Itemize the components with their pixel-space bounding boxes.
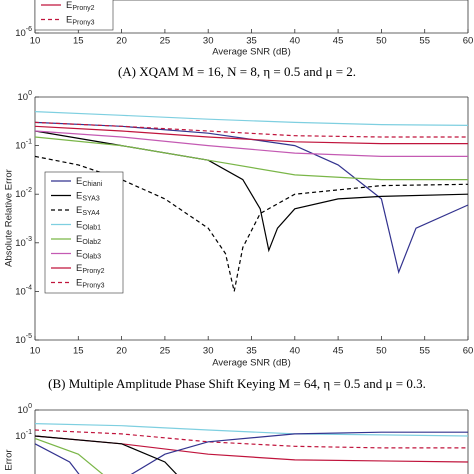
x-tick-label: 60 <box>463 36 474 47</box>
x-tick-label: 35 <box>246 36 257 47</box>
plot-area <box>35 423 468 474</box>
x-tick-label: 55 <box>419 36 430 47</box>
series-line <box>35 443 80 474</box>
y-tick-label: 10-4 <box>15 285 32 297</box>
series-line <box>35 155 468 292</box>
x-tick-label: 50 <box>376 36 387 47</box>
x-tick-label: 25 <box>160 346 171 357</box>
legend-label: EOlab3 <box>76 248 101 261</box>
x-tick-label: 35 <box>246 346 257 357</box>
x-tick-label: 60 <box>463 346 474 357</box>
series-line <box>35 435 178 474</box>
x-tick-label: 15 <box>73 346 84 357</box>
series-line <box>130 431 468 474</box>
y-axis-label: Absolute Relative Error <box>4 169 15 267</box>
legend-label: EChiani <box>76 176 103 189</box>
series-line <box>35 121 468 275</box>
x-tick-label: 45 <box>333 36 344 47</box>
legend-box <box>44 171 124 294</box>
series-line <box>35 435 468 463</box>
x-tick-label: 10 <box>30 36 41 47</box>
x-tick-label: 40 <box>290 36 301 47</box>
y-tick-label: 10-6 <box>15 26 32 38</box>
series-line <box>35 437 104 474</box>
x-tick-label: 45 <box>333 346 344 357</box>
caption: (A) XQAM M = 16, N = 8, η = 0.5 and μ = … <box>118 64 356 79</box>
legend-label: ESYA3 <box>76 190 100 203</box>
series-line <box>35 429 468 449</box>
series-line <box>35 423 468 437</box>
legend-label: EProny2 <box>76 263 105 276</box>
x-tick-label: 25 <box>160 36 171 47</box>
plot-area <box>35 111 468 292</box>
y-tick-label: 10-2 <box>15 188 32 200</box>
x-tick-label: 40 <box>290 346 301 357</box>
x-axis-label: Average SNR (dB) <box>212 47 291 58</box>
series-line <box>35 121 468 138</box>
y-tick-label: 10-1 <box>15 429 32 441</box>
y-axis-label: Error <box>4 449 15 470</box>
series-line <box>35 125 468 145</box>
x-tick-label: 55 <box>419 346 430 357</box>
x-tick-label: 30 <box>203 36 214 47</box>
x-tick-label: 30 <box>203 346 214 357</box>
caption: (B) Multiple Amplitude Phase Shift Keyin… <box>48 376 426 391</box>
legend-label: EOlab1 <box>76 219 101 232</box>
y-tick-label: 100 <box>18 403 33 415</box>
x-axis-label: Average SNR (dB) <box>212 358 291 369</box>
series-line <box>35 130 468 157</box>
x-tick-label: 15 <box>73 36 84 47</box>
legend-label: EProny3 <box>66 14 95 27</box>
x-tick-label: 50 <box>376 346 387 357</box>
y-tick-label: 10-3 <box>15 236 32 248</box>
y-tick-label: 100 <box>18 90 33 102</box>
y-tick-label: 10-5 <box>15 333 32 345</box>
x-tick-label: 20 <box>116 36 127 47</box>
series-line <box>35 111 468 126</box>
legend-label: EProny3 <box>76 277 105 290</box>
legend-label: EProny2 <box>66 0 95 12</box>
series-line <box>35 136 468 181</box>
legend-label: ESYA4 <box>76 205 100 218</box>
x-tick-label: 20 <box>116 346 127 357</box>
y-tick-label: 10-1 <box>15 139 32 151</box>
legend-label: EOlab2 <box>76 234 101 247</box>
x-tick-label: 10 <box>30 346 41 357</box>
